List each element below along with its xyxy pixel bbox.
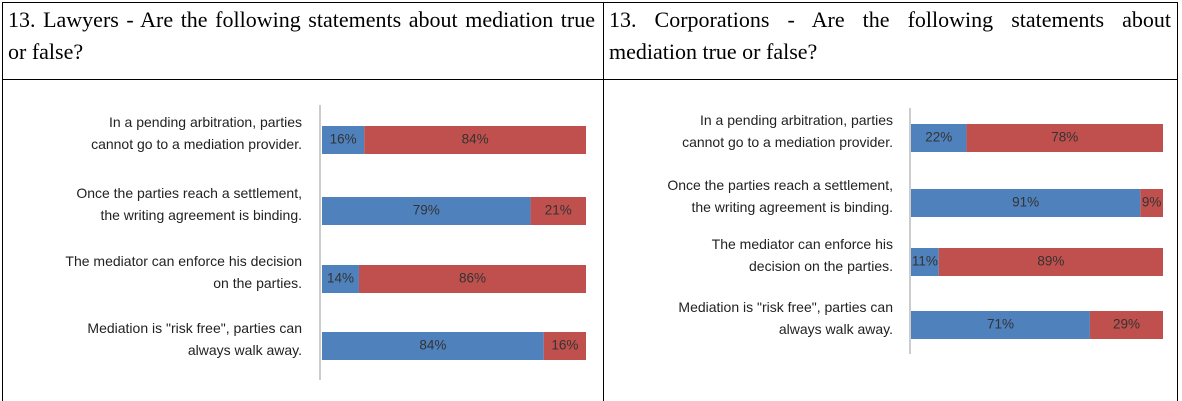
bar-segment — [966, 124, 1163, 152]
category-label: The mediator can enforce his decision on … — [65, 253, 302, 291]
table-border — [1177, 2, 1178, 401]
label-line: The mediator can enforce his decision — [65, 253, 302, 269]
bar-segment — [911, 311, 1090, 339]
value-label: 16% — [330, 132, 357, 147]
label-line: the writing agreement is binding. — [691, 199, 893, 215]
label-line: the writing agreement is binding. — [100, 207, 302, 223]
label-line: decision on the parties. — [749, 258, 893, 274]
value-label: 86% — [459, 271, 486, 286]
category-label: Once the parties reach a settlement, the … — [76, 185, 302, 223]
bar-segment — [911, 248, 939, 276]
label-line: cannot go to a mediation provider. — [91, 136, 302, 152]
label-line: In a pending arbitration, parties — [700, 112, 893, 128]
value-label: 84% — [419, 338, 446, 353]
bar-segment — [364, 126, 586, 154]
label-line: always walk away. — [188, 342, 302, 358]
bar-segment — [530, 197, 586, 225]
label-line: In a pending arbitration, parties — [109, 114, 302, 130]
value-label: 78% — [1051, 130, 1078, 145]
value-label: 16% — [551, 338, 578, 353]
bar-segment — [322, 197, 531, 225]
value-label: 91% — [1012, 195, 1039, 210]
value-label: 22% — [925, 130, 952, 145]
value-label: 79% — [413, 203, 440, 218]
label-line: on the parties. — [213, 275, 302, 291]
label-line: always walk away. — [779, 321, 893, 337]
bar-segment — [911, 124, 967, 152]
bar-segment — [322, 265, 359, 293]
bar-segment — [911, 189, 1141, 217]
table-border — [2, 2, 1178, 3]
category-label: In a pending arbitration, parties cannot … — [682, 112, 893, 150]
bar-segment — [938, 248, 1163, 276]
category-label: Mediation is "risk free", parties can alw… — [87, 320, 302, 358]
table-border — [2, 2, 3, 401]
value-label: 9% — [1142, 195, 1162, 210]
header-cell: 13. Corporations - Are the following sta… — [609, 7, 1171, 64]
value-label: 11% — [912, 254, 938, 269]
bar-segment — [322, 126, 365, 154]
label-line: Mediation is "risk free", parties can — [87, 320, 302, 336]
value-label: 29% — [1113, 317, 1140, 332]
value-label: 84% — [462, 132, 489, 147]
label-line: The mediator can enforce his — [712, 236, 893, 252]
bar-segment — [358, 265, 586, 293]
value-label: 21% — [545, 203, 572, 218]
value-label: 14% — [327, 271, 354, 286]
label-line: Once the parties reach a settlement, — [76, 185, 302, 201]
bar-segment — [543, 332, 586, 360]
bar-segment — [1089, 311, 1163, 339]
category-label: In a pending arbitration, parties cannot … — [91, 114, 302, 152]
table-border — [603, 2, 604, 401]
label-line: Once the parties reach a settlement, — [667, 177, 893, 193]
category-label: The mediator can enforce his decision on … — [712, 236, 893, 274]
bar-segment — [322, 332, 544, 360]
header-cell: 13. Lawyers - Are the following statemen… — [8, 7, 595, 64]
label-line: cannot go to a mediation provider. — [682, 134, 893, 150]
value-label: 71% — [987, 317, 1014, 332]
bar-segment — [1140, 189, 1163, 217]
category-label: Mediation is "risk free", parties can alw… — [678, 299, 893, 337]
table-border — [2, 79, 1178, 80]
label-line: Mediation is "risk free", parties can — [678, 299, 893, 315]
value-label: 89% — [1037, 254, 1064, 269]
category-label: Once the parties reach a settlement, the … — [667, 177, 893, 215]
